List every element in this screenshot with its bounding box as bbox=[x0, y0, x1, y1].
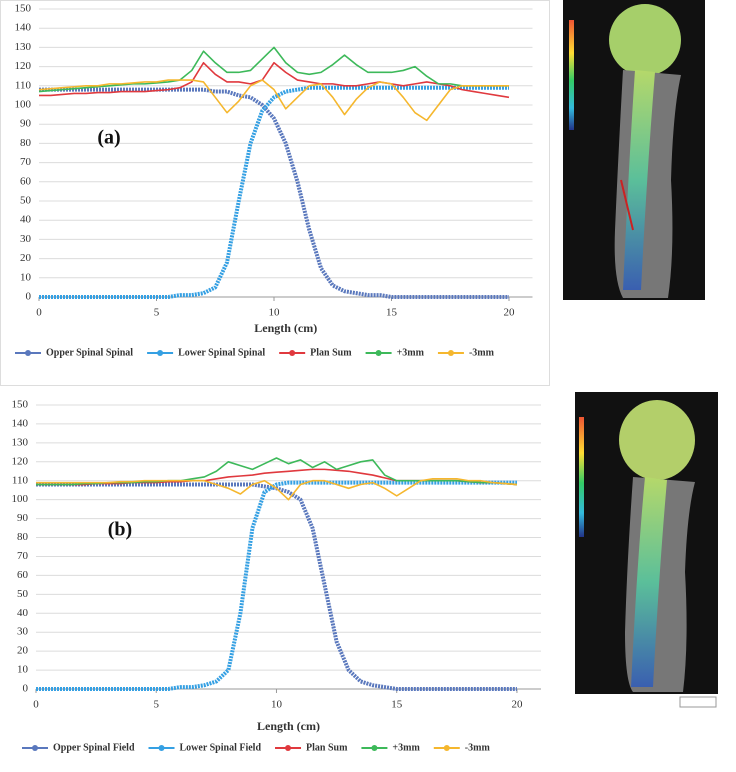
series-line bbox=[39, 85, 509, 299]
legend-marker bbox=[443, 745, 450, 751]
legend-marker bbox=[375, 350, 382, 356]
chart-a: 0 10 20 30 40 50 60 70 80 90 100 110 120 130 140 150 0 5 1… bbox=[0, 0, 550, 386]
y-tick-label: 40 bbox=[20, 214, 32, 226]
color-bar bbox=[579, 417, 584, 537]
chart-b: 0 10 20 30 40 50 60 70 80 90 100 110 120 130 140 150 0 5 1… bbox=[0, 393, 556, 771]
series-line bbox=[36, 478, 518, 501]
y-tick-label: 100 bbox=[12, 493, 29, 505]
y-tick-label: 120 bbox=[12, 455, 29, 467]
legend-label: Lower Spinal Field bbox=[180, 742, 262, 753]
x-tick-label: 10 bbox=[269, 307, 281, 319]
y-tick-label: 70 bbox=[20, 156, 32, 168]
series-line bbox=[36, 482, 517, 691]
y-tick-label: 130 bbox=[15, 41, 32, 53]
x-tick-label: 20 bbox=[511, 699, 523, 711]
y-tick-label: 120 bbox=[15, 60, 32, 72]
head bbox=[609, 4, 681, 76]
legend-label: +3mm bbox=[392, 742, 420, 753]
annotation: (a) bbox=[97, 127, 120, 149]
legend-marker bbox=[285, 745, 292, 751]
y-tick-label: 150 bbox=[12, 399, 29, 411]
series-line bbox=[39, 87, 509, 299]
y-tick-label: 0 bbox=[23, 683, 29, 695]
series-line bbox=[38, 46, 509, 93]
dose-region bbox=[631, 477, 667, 687]
y-tick-label: 40 bbox=[17, 607, 29, 619]
x-tick-label: 15 bbox=[386, 307, 398, 319]
y-tick-label: 50 bbox=[17, 588, 29, 600]
legend-marker bbox=[158, 745, 165, 751]
x-axis-label: Length (cm) bbox=[254, 321, 317, 335]
legend-marker bbox=[371, 745, 378, 751]
y-tick-label: 50 bbox=[20, 195, 32, 207]
image-tag bbox=[679, 696, 717, 708]
legend-marker bbox=[157, 350, 164, 356]
annotation: (b) bbox=[108, 519, 132, 541]
ct-image-a bbox=[563, 0, 705, 300]
legend-marker bbox=[25, 350, 31, 356]
legend-label: -3mm bbox=[465, 742, 491, 753]
series-line bbox=[38, 79, 509, 122]
x-axis-label: Length (cm) bbox=[257, 719, 320, 733]
arrow bbox=[620, 179, 634, 231]
y-tick-label: 60 bbox=[20, 175, 32, 187]
dose-region bbox=[623, 70, 655, 290]
x-tick-label: 10 bbox=[271, 699, 283, 711]
x-tick-label: 15 bbox=[391, 699, 403, 711]
color-bar bbox=[569, 20, 574, 130]
legend-label: Plan Sum bbox=[310, 347, 352, 358]
legend-label: -3mm bbox=[469, 347, 495, 358]
y-tick-label: 10 bbox=[20, 271, 32, 283]
y-tick-label: 80 bbox=[17, 531, 29, 543]
y-tick-label: 30 bbox=[20, 233, 32, 245]
y-tick-label: 20 bbox=[20, 252, 32, 264]
y-tick-label: 60 bbox=[17, 569, 29, 581]
legend-marker bbox=[447, 350, 454, 356]
y-tick-label: 10 bbox=[17, 664, 29, 676]
y-tick-label: 90 bbox=[20, 118, 32, 130]
y-tick-label: 150 bbox=[15, 3, 32, 15]
x-tick-label: 0 bbox=[36, 307, 42, 319]
y-tick-label: 80 bbox=[20, 137, 32, 149]
y-tick-label: 100 bbox=[15, 99, 32, 111]
y-tick-label: 70 bbox=[17, 550, 29, 562]
y-tick-label: 20 bbox=[17, 645, 29, 657]
y-tick-label: 140 bbox=[12, 417, 29, 429]
y-tick-label: 30 bbox=[17, 626, 29, 638]
y-tick-label: 140 bbox=[15, 22, 32, 34]
head bbox=[619, 400, 695, 480]
series-line bbox=[36, 480, 517, 691]
y-tick-label: 110 bbox=[15, 79, 32, 91]
series-line bbox=[39, 61, 510, 99]
legend-label: Lower Spinal Spinal bbox=[178, 347, 265, 358]
legend-label: +3mm bbox=[397, 347, 425, 358]
legend-label: Plan Sum bbox=[306, 742, 348, 753]
x-tick-label: 0 bbox=[33, 699, 39, 711]
x-tick-label: 5 bbox=[154, 307, 160, 319]
x-tick-label: 5 bbox=[153, 699, 159, 711]
y-tick-label: 130 bbox=[12, 436, 29, 448]
legend-marker bbox=[289, 350, 296, 356]
x-tick-label: 20 bbox=[504, 307, 516, 319]
legend-marker bbox=[32, 745, 38, 751]
ct-image-b bbox=[575, 392, 718, 708]
y-tick-label: 0 bbox=[26, 291, 32, 303]
y-tick-label: 110 bbox=[12, 474, 29, 486]
legend-label: Opper Spinal Spinal bbox=[46, 347, 133, 358]
y-tick-label: 90 bbox=[17, 512, 29, 524]
legend-label: Opper Spinal Field bbox=[53, 742, 135, 753]
